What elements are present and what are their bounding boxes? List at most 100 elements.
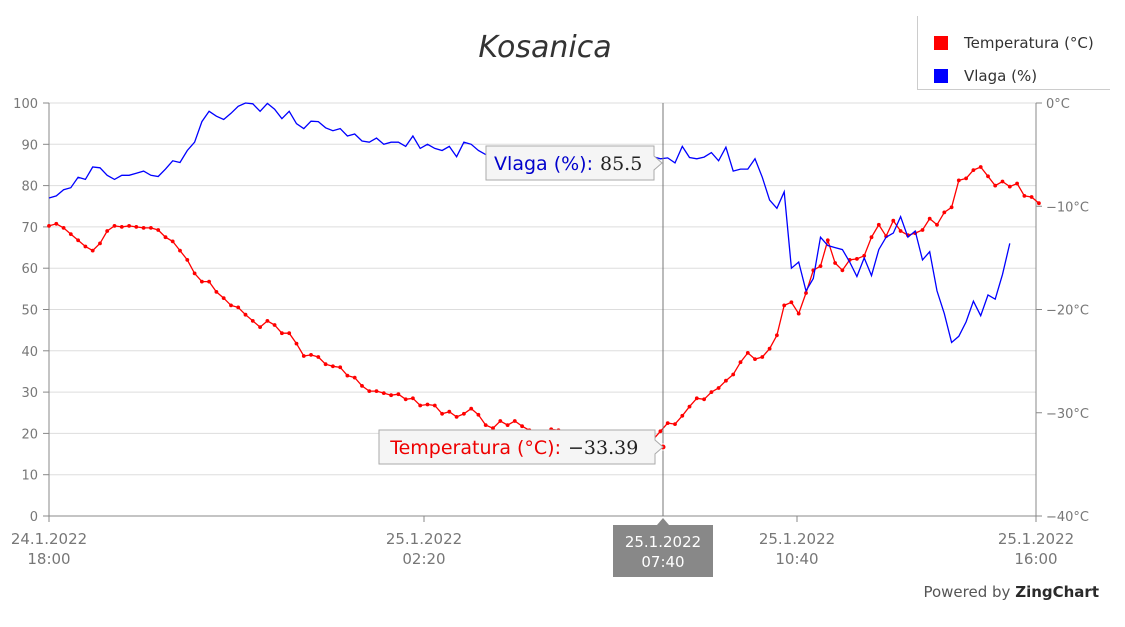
tooltip-temp: Temperatura (°C): −33.39: [378, 429, 664, 465]
x-tick-date-2: 25.1.2022: [759, 530, 835, 548]
series-1: [48, 102, 1011, 344]
series-point-0-58: [469, 406, 474, 411]
x-tick-date-3: 25.1.2022: [998, 530, 1074, 548]
y-left-tick-label-2: 20: [21, 427, 38, 442]
y-right-tick-label-4: 0°C: [1046, 97, 1070, 112]
series-point-0-10: [119, 225, 124, 229]
series-point-0-23: [214, 290, 219, 294]
tooltip-vlaga-label: Vlaga (%):: [494, 153, 593, 175]
legend-swatch-temperatura: [934, 36, 948, 50]
series-point-0-88: [687, 404, 692, 409]
y-left-tick-label-1: 10: [21, 469, 38, 484]
series-point-0-112: [862, 253, 867, 258]
series-point-0-34: [294, 341, 299, 346]
series-point-0-6: [90, 248, 95, 253]
series-point-0-9: [112, 224, 117, 228]
series-point-0-111: [855, 257, 859, 261]
series-point-0-123: [942, 210, 947, 215]
y-left-tick-label-0: 0: [30, 510, 38, 525]
crosshair-time: 07:40: [641, 553, 684, 571]
y-left-tick-label-4: 40: [21, 345, 38, 360]
series-point-0-87: [680, 413, 685, 418]
x-tick-date-1: 25.1.2022: [386, 530, 462, 548]
series-point-0-25: [229, 303, 233, 308]
series-point-0-126: [964, 176, 968, 181]
series-point-0-48: [396, 392, 401, 397]
series-point-0-121: [927, 216, 932, 221]
y-right-tick-label-1: −30°C: [1046, 407, 1089, 422]
y-left-tick-label-9: 90: [21, 138, 38, 153]
series-point-0-109: [840, 268, 845, 273]
chart-title: Kosanica: [478, 30, 612, 65]
series-point-0-4: [76, 238, 80, 243]
series-point-0-108: [833, 261, 837, 265]
series-point-0-107: [825, 238, 830, 243]
series-point-0-32: [280, 331, 284, 336]
series-point-0-40: [338, 365, 343, 370]
series-point-0-100: [775, 333, 779, 338]
series-point-0-103: [796, 311, 801, 316]
series-point-0-19: [185, 258, 190, 262]
tooltip-vlaga-value: 85.5: [600, 153, 642, 175]
series-point-0-86: [673, 422, 677, 426]
crosshair-label-box: [613, 525, 713, 577]
series-point-0-42: [352, 375, 357, 380]
series-point-0-133: [1015, 181, 1019, 186]
series-point-0-33: [287, 331, 292, 336]
y-left-tick-label-8: 80: [21, 180, 38, 195]
series-point-0-122: [935, 222, 939, 227]
series-point-0-41: [345, 373, 350, 378]
y-left-tick-label-10: 100: [13, 97, 38, 112]
series-point-0-104: [804, 291, 808, 295]
x-tick-time-2: 10:40: [775, 550, 818, 568]
legend-item-temperatura[interactable]: Temperatura (°C): [934, 33, 1094, 53]
series-point-0-65: [520, 424, 524, 429]
series-point-0-31: [272, 323, 277, 327]
series-point-0-129: [986, 174, 990, 179]
series-point-0-124: [949, 205, 954, 210]
y-right-tick-label-0: −40°C: [1046, 510, 1089, 525]
series-point-0-125: [956, 178, 961, 183]
series-point-0-14: [149, 226, 153, 230]
series-point-0-106: [818, 264, 823, 268]
legend: Temperatura (°C) Vlaga (%): [917, 16, 1110, 90]
legend-item-vlaga[interactable]: Vlaga (%): [934, 66, 1037, 86]
series-point-0-50: [411, 396, 415, 401]
series-point-0-0: [47, 224, 51, 228]
series-point-0-11: [127, 224, 131, 228]
series-point-0-101: [782, 303, 787, 308]
series-point-0-22: [207, 279, 212, 284]
series-0: [47, 165, 1041, 450]
y-left-tick-label-3: 30: [21, 386, 38, 401]
series-point-0-5: [83, 244, 88, 249]
series-point-0-116: [891, 218, 896, 223]
series-point-0-98: [760, 355, 765, 359]
series-point-0-117: [898, 229, 903, 233]
series-point-0-45: [374, 389, 379, 393]
series-point-0-127: [971, 168, 976, 173]
series-point-0-51: [418, 403, 423, 408]
series-point-0-2: [61, 226, 66, 230]
series-point-0-60: [483, 423, 488, 427]
series-point-0-47: [389, 393, 393, 398]
series-point-0-39: [331, 364, 335, 369]
y-left-tick-label-7: 70: [21, 221, 38, 236]
series-point-0-97: [753, 357, 757, 361]
series-point-0-17: [170, 239, 175, 244]
series-point-0-94: [731, 372, 736, 377]
legend-label-vlaga: Vlaga (%): [964, 67, 1038, 85]
legend-swatch-vlaga: [934, 69, 948, 83]
y-left-tick-label-6: 60: [21, 262, 38, 277]
x-tick-time-3: 16:00: [1014, 550, 1057, 568]
powered-by[interactable]: Powered by ZingChart: [923, 583, 1099, 601]
series-point-0-55: [447, 409, 452, 414]
crosshair-pointer: [657, 518, 669, 525]
series-point-0-89: [694, 396, 699, 401]
series-point-0-1: [54, 221, 59, 226]
series-point-0-38: [323, 362, 328, 367]
tooltip-temp-value: −33.39: [568, 437, 638, 459]
series-point-0-16: [163, 235, 168, 240]
axes: 0 10 20 30 40 50 60 70 80 90 100 −40°C −30°C −20°C −10…: [11, 97, 1089, 568]
series-point-0-18: [178, 248, 182, 253]
